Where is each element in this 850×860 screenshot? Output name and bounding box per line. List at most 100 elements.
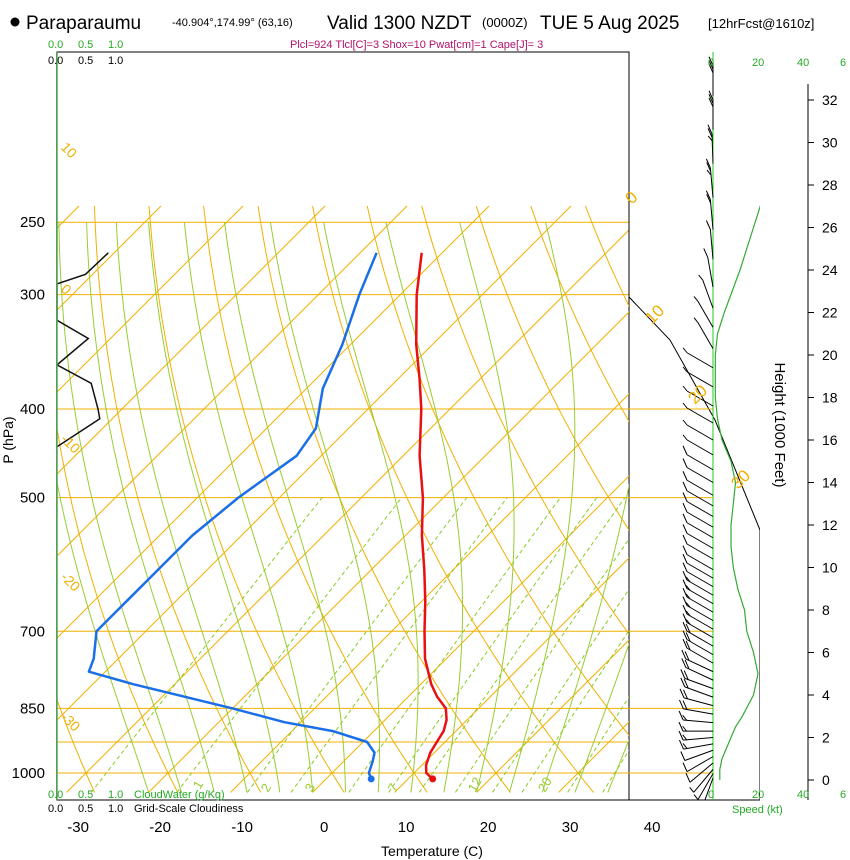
wind-barb-feather	[708, 60, 714, 70]
moist-adiabat	[148, 222, 281, 793]
speed-bottom-tick-20: 20	[752, 789, 764, 801]
wind-barb-feather	[683, 678, 689, 689]
pressure-tick-300: 300	[20, 287, 45, 304]
wind-barb	[678, 721, 713, 732]
wind-barb-feather	[681, 649, 687, 660]
wind-barb-staff	[683, 708, 714, 715]
moist-adiabat	[269, 222, 380, 793]
height-tick-0: 0	[822, 772, 830, 788]
wind-barb	[685, 762, 714, 783]
wind-barb-staff	[709, 167, 714, 198]
wind-barb-feather	[682, 458, 688, 468]
isotherm-line	[57, 205, 408, 557]
stability-indices: Plcl=924 Tlcl[C]=3 Shox=10 Pwat[cm]=1 Ca…	[290, 39, 543, 51]
wind-barb-staff	[686, 756, 714, 773]
wind-barb-feather	[682, 385, 688, 392]
dry-adiabat	[366, 205, 629, 737]
wind-barb	[678, 699, 714, 715]
wind-barb	[682, 366, 714, 388]
wind-barb-staff	[686, 579, 714, 596]
wind-barb-staff	[686, 352, 714, 369]
wind-barb-feather	[682, 402, 688, 409]
height-tick-24: 24	[822, 262, 838, 278]
wind-barb	[682, 621, 714, 647]
wind-barb	[680, 749, 714, 761]
temp-tick-40: 40	[644, 819, 661, 836]
isotherm-label: 10	[58, 139, 80, 161]
wind-barb-staff	[707, 257, 714, 288]
isotherm-label-right: 30	[727, 466, 754, 493]
pressure-tick-700: 700	[20, 623, 45, 640]
dry-adiabat	[312, 205, 594, 793]
dry-adiabat	[94, 205, 262, 793]
wind-barb	[693, 773, 714, 800]
wind-barb-feather	[685, 585, 691, 591]
wind-barb	[680, 677, 714, 698]
cloudwater-top-tick-0: 0.0	[48, 39, 63, 51]
wind-barb-feather	[707, 128, 713, 138]
mixing-ratio-line	[348, 497, 561, 793]
pressure-tick-250: 250	[20, 214, 45, 231]
cloudiness-label: Grid-Scale Cloudiness	[134, 803, 244, 815]
wind-barb-feather	[706, 162, 712, 172]
wind-barb	[703, 248, 714, 288]
wind-barb	[682, 562, 714, 588]
wind-barb-staff	[685, 658, 714, 673]
wind-barb-feather	[678, 739, 684, 750]
dry-adiabat	[0, 206, 12, 792]
wind-barb-staff	[686, 532, 714, 549]
wind-barb-feather	[693, 317, 699, 323]
dry-adiabat	[530, 205, 629, 423]
height-tick-18: 18	[822, 390, 838, 406]
wind-barb-feather	[689, 787, 695, 793]
wind-barb-staff	[684, 749, 714, 761]
cloudiness-tick-0: 0.0	[48, 803, 63, 815]
cloudwater-top-tick-1: 1.0	[108, 39, 123, 51]
wind-barb	[681, 649, 714, 673]
wind-barb-feather	[684, 659, 690, 670]
wind-barb-feather	[682, 579, 688, 589]
wind-barb	[705, 220, 714, 260]
wind-barb-feather	[685, 593, 691, 600]
cloudiness-tick-1: 1.0	[108, 803, 123, 815]
wind-barb-feather	[682, 481, 688, 492]
isotherm-line	[57, 205, 490, 639]
wind-barb-staff	[686, 479, 714, 496]
cloudiness-top-tick-1: 1.0	[108, 55, 123, 67]
height-tick-8: 8	[822, 602, 830, 618]
moist-adiabat	[641, 222, 850, 792]
wind-barb-staff	[686, 554, 714, 571]
wind-barb	[682, 630, 714, 656]
wind-barb-feather	[682, 587, 688, 598]
wind-barb-feather	[680, 677, 686, 688]
isotherm-label-right: 20	[684, 381, 711, 408]
wind-barb-feather	[693, 794, 699, 800]
wind-barb-feather	[678, 710, 684, 721]
dry-adiabat	[749, 206, 850, 792]
height-tick-10: 10	[822, 560, 838, 576]
temp-tick-20: 20	[480, 819, 497, 836]
wind-barb	[682, 347, 714, 369]
mixing-ratio-label: 7	[385, 781, 402, 795]
wind-barb	[682, 481, 714, 507]
mixing-ratio-line	[567, 696, 629, 793]
wind-barb-feather	[682, 630, 688, 640]
wind-barb-staff	[686, 390, 714, 407]
isotherm-line	[723, 206, 850, 792]
moist-adiabat	[323, 222, 419, 793]
wind-barb-staff	[686, 439, 714, 456]
wind-barb-staff	[709, 229, 714, 260]
wind-barb-feather	[706, 194, 712, 204]
wind-barb	[682, 579, 714, 605]
wind-barb-staff	[697, 301, 714, 328]
wind-barb-staff	[686, 424, 714, 441]
wind-barb-feather	[682, 743, 688, 749]
wind-barb	[693, 317, 714, 349]
isotherm-label: -20	[58, 569, 84, 595]
cloudwater-tick-1: 1.0	[108, 789, 123, 801]
wind-barb-feather	[682, 534, 688, 545]
height-tick-6: 6	[822, 645, 830, 661]
wind-barb-feather	[685, 610, 691, 617]
wind-barb-staff	[686, 543, 714, 560]
dry-adiabat	[57, 425, 179, 793]
